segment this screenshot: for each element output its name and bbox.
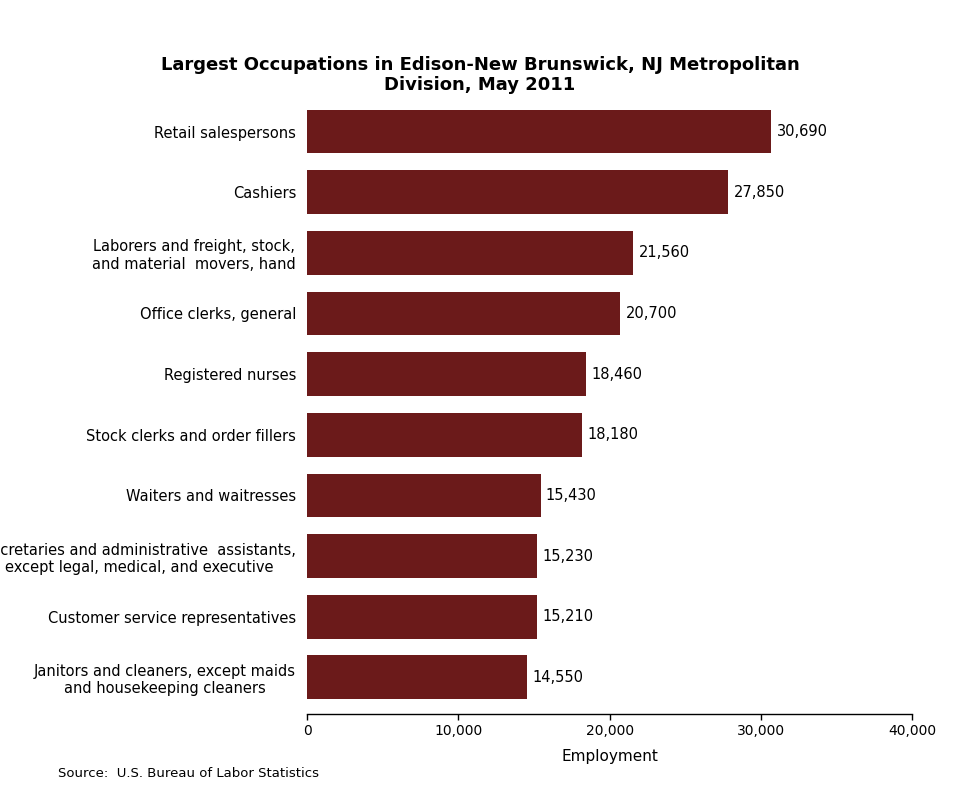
Bar xyxy=(307,595,538,638)
Text: 30,690: 30,690 xyxy=(777,124,828,139)
Text: Source:  U.S. Bureau of Labor Statistics: Source: U.S. Bureau of Labor Statistics xyxy=(58,767,319,780)
Text: 18,180: 18,180 xyxy=(588,427,638,442)
Bar xyxy=(307,170,729,214)
Bar xyxy=(307,413,582,457)
Text: 15,430: 15,430 xyxy=(546,488,597,503)
Text: 15,230: 15,230 xyxy=(542,549,594,564)
Text: 21,560: 21,560 xyxy=(638,245,689,260)
Text: 20,700: 20,700 xyxy=(626,306,677,321)
Text: 14,550: 14,550 xyxy=(533,670,584,685)
Text: Largest Occupations in Edison-New Brunswick, NJ Metropolitan
Division, May 2011: Largest Occupations in Edison-New Brunsw… xyxy=(160,56,800,94)
Text: 18,460: 18,460 xyxy=(591,366,642,381)
Bar xyxy=(307,109,771,153)
Bar xyxy=(307,656,527,699)
Bar xyxy=(307,352,587,396)
Bar xyxy=(307,231,634,274)
Bar xyxy=(307,473,540,517)
Text: 27,850: 27,850 xyxy=(733,185,785,200)
Bar xyxy=(307,292,620,335)
Text: 15,210: 15,210 xyxy=(542,609,593,624)
Bar xyxy=(307,534,538,578)
X-axis label: Employment: Employment xyxy=(562,749,658,764)
